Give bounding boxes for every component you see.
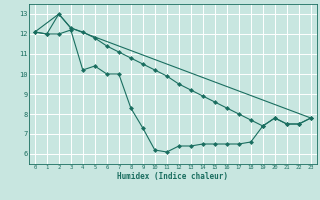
X-axis label: Humidex (Indice chaleur): Humidex (Indice chaleur)	[117, 172, 228, 181]
